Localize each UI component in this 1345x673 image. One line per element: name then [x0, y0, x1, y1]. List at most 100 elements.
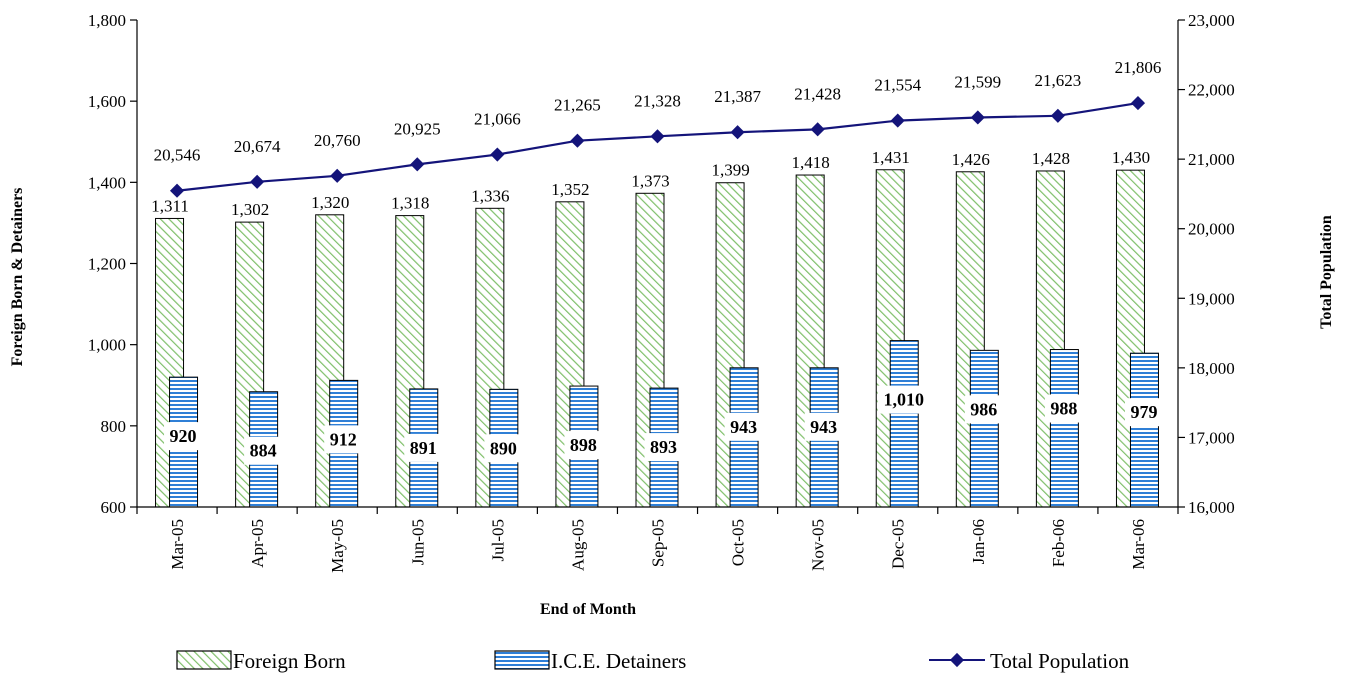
point-total-population: [730, 125, 745, 140]
data-label-box-ice-detainers: [964, 395, 1003, 424]
point-total-population: [1130, 95, 1146, 111]
bars-layer: [155, 169, 1159, 508]
line-layer: [169, 95, 1146, 198]
data-label-ice-detainers: 988: [1050, 399, 1077, 419]
x-tick-label: Dec-05: [889, 519, 908, 569]
data-label-box-ice-detainers: [724, 412, 763, 441]
point-total-population: [250, 174, 265, 189]
y2-tick-label: 18,000: [1188, 359, 1235, 378]
data-label-box-ice-detainers: [1124, 398, 1163, 427]
legend-label-total-population: Total Population: [990, 649, 1130, 673]
data-label-box-ice-detainers: [877, 385, 930, 414]
data-label-box-ice-detainers: [644, 433, 683, 462]
data-label-foreign-born: 1,418: [792, 153, 830, 172]
data-label-ice-detainers: 943: [730, 417, 757, 437]
x-tick-label: Mar-06: [1129, 519, 1148, 570]
point-total-population: [890, 113, 905, 128]
data-label-ice-detainers: 986: [970, 399, 997, 419]
data-label-total-population: 21,387: [714, 87, 761, 106]
data-label-box-ice-detainers: [1044, 394, 1083, 423]
x-tick-label: Feb-06: [1049, 519, 1068, 567]
data-label-foreign-born: 1,430: [1112, 148, 1150, 167]
data-label-foreign-born: 1,431: [872, 148, 910, 167]
x-tick-label: Sep-05: [649, 519, 668, 567]
point-total-population: [570, 133, 585, 148]
data-label-total-population: 21,428: [794, 84, 841, 103]
x-tick-label: Jul-05: [488, 519, 507, 562]
data-label-ice-detainers: 884: [250, 441, 277, 461]
y2-tick-label: 16,000: [1188, 498, 1235, 517]
x-tick-label: Oct-05: [729, 519, 748, 566]
data-label-total-population: 21,554: [874, 76, 921, 95]
y2-tick-label: 20,000: [1188, 220, 1235, 239]
point-total-population: [410, 157, 425, 172]
data-label-total-population: 20,760: [314, 131, 361, 150]
data-label-ice-detainers: 912: [330, 429, 357, 449]
y2-tick-label: 19,000: [1188, 289, 1235, 308]
x-tick-label: Aug-05: [568, 519, 587, 571]
legend-label-foreign-born: Foreign Born: [233, 649, 346, 673]
legend: Foreign Born I.C.E. Detainers Total Popu…: [176, 649, 1130, 673]
data-label-total-population: 21,599: [954, 72, 1001, 91]
x-tick-label: Jun-05: [408, 519, 427, 565]
data-label-foreign-born: 1,318: [391, 194, 429, 213]
y-tick-label: 1,800: [88, 11, 126, 30]
bar-ice-detainers: [969, 349, 999, 508]
data-label-foreign-born: 1,399: [711, 161, 749, 180]
y-tick-label: 1,000: [88, 336, 126, 355]
point-total-population: [810, 122, 825, 137]
data-label-foreign-born: 1,428: [1032, 149, 1070, 168]
x-tick-label: Apr-05: [248, 519, 267, 568]
point-total-population: [169, 183, 185, 198]
data-label-total-population: 21,265: [554, 96, 601, 115]
data-label-ice-detainers: 891: [410, 438, 437, 458]
y2-axis-title: Total Population: [1318, 215, 1335, 329]
data-label-total-population: 21,066: [474, 110, 521, 129]
data-label-total-population: 21,328: [634, 91, 681, 110]
legend-swatch-foreign-born: [176, 650, 232, 670]
x-tick-label: Nov-05: [809, 519, 828, 571]
data-label-total-population: 20,546: [154, 146, 201, 165]
data-label-total-population: 20,674: [234, 137, 281, 156]
data-label-box-ice-detainers: [164, 422, 203, 451]
point-total-population: [490, 147, 505, 162]
data-label-foreign-born: 1,373: [631, 171, 669, 190]
legend-item-ice-detainers: I.C.E. Detainers: [494, 649, 686, 673]
y-axis-title: Foreign Born & Detainers: [9, 188, 26, 367]
y2-tick-label: 23,000: [1188, 11, 1235, 30]
y2-tick-label: 17,000: [1188, 428, 1235, 447]
data-label-box-ice-detainers: [324, 425, 363, 454]
data-label-total-population: 20,925: [394, 119, 441, 138]
bar-ice-detainers: [1049, 349, 1079, 508]
x-tick-label: May-05: [328, 519, 347, 573]
y-tick-label: 1,200: [88, 255, 126, 274]
data-label-ice-detainers: 920: [170, 426, 197, 446]
data-label-foreign-born: 1,352: [551, 180, 589, 199]
data-label-foreign-born: 1,302: [231, 200, 269, 219]
point-total-population: [1050, 108, 1065, 123]
data-label-total-population: 21,806: [1115, 58, 1162, 77]
point-total-population: [970, 110, 985, 125]
data-label-ice-detainers: 979: [1130, 402, 1157, 422]
data-label-foreign-born: 1,426: [952, 150, 990, 169]
axes-layer: 600 800 1,000 1,200 1,400 1,600 1,800 16,000 17,…: [88, 11, 1235, 573]
data-label-box-ice-detainers: [804, 412, 843, 441]
data-label-foreign-born: 1,320: [311, 193, 349, 212]
labels-layer: 1,311 20,546 920 1,302 20,674 884 1,320 20,760 9…: [151, 58, 1163, 465]
legend-item-foreign-born: Foreign Born: [176, 649, 346, 673]
data-label-ice-detainers: 943: [810, 417, 837, 437]
legend-marker-total-population: [949, 652, 965, 668]
point-total-population: [650, 129, 665, 144]
y-tick-label: 600: [101, 498, 127, 517]
data-label-box-ice-detainers: [564, 431, 603, 460]
bar-ice-detainers: [889, 340, 919, 508]
bar-ice-detainers: [1129, 352, 1159, 508]
y-tick-label: 1,600: [88, 92, 126, 111]
point-total-population: [330, 168, 345, 183]
x-tick-label: Mar-05: [168, 519, 187, 570]
data-label-box-ice-detainers: [484, 434, 523, 463]
data-label-box-ice-detainers: [244, 436, 283, 465]
data-label-ice-detainers: 893: [650, 437, 677, 457]
